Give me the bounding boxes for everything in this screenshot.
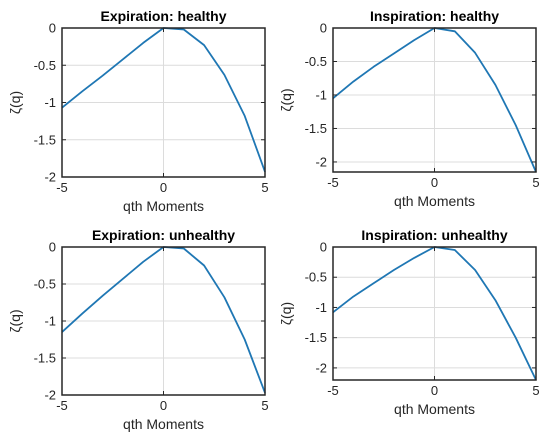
subplot-3: -5 0 5 0 -0.5 -1 -1.5 -2 Expiration: unhealthy qt…	[7, 227, 269, 432]
x-tick-label: -5	[56, 180, 68, 195]
chart-title: Expiration: healthy	[100, 8, 226, 24]
x-tick-label: 5	[261, 398, 268, 413]
y-axis-label: ζ(q)	[7, 309, 23, 332]
y-tick-label: 0	[49, 240, 56, 255]
x-tick-label: 0	[431, 383, 438, 398]
y-axis-label: ζ(q)	[278, 88, 294, 111]
x-tick-label: 5	[532, 383, 539, 398]
y-tick-label: -0.5	[305, 54, 327, 69]
y-tick-label: -1	[44, 314, 56, 329]
y-tick-label: -0.5	[34, 277, 56, 292]
y-tick-label: -1	[44, 95, 56, 110]
y-tick-label: -2	[44, 170, 56, 185]
x-axis-label: qth Moments	[394, 401, 475, 417]
y-tick-label: -2	[44, 388, 56, 403]
y-tick-label: -0.5	[305, 270, 327, 285]
x-tick-label: -5	[327, 175, 339, 190]
y-tick-label: -1.5	[305, 121, 327, 136]
subplot-2: -5 0 5 0 -0.5 -1 -1.5 -2 Inspiration: healthy qth…	[278, 8, 540, 209]
y-axis-label: ζ(q)	[278, 302, 294, 325]
chart-title: Expiration: unhealthy	[92, 227, 235, 243]
chart-title: Inspiration: unhealthy	[361, 227, 507, 243]
x-tick-label: 0	[160, 180, 167, 195]
x-tick-label: 0	[431, 175, 438, 190]
y-tick-label: 0	[320, 21, 327, 36]
y-tick-label: -1	[315, 300, 327, 315]
y-axis-label: ζ(q)	[7, 91, 23, 114]
x-tick-label: 5	[261, 180, 268, 195]
y-tick-label: -1	[315, 87, 327, 102]
y-tick-label: 0	[320, 240, 327, 255]
y-tick-label: 0	[49, 21, 56, 36]
y-tick-label: -0.5	[34, 58, 56, 73]
y-tick-label: -2	[315, 154, 327, 169]
chart-title: Inspiration: healthy	[370, 8, 499, 24]
y-tick-label: -1.5	[305, 330, 327, 345]
x-axis-label: qth Moments	[123, 416, 204, 432]
subplot-4: -5 0 5 0 -0.5 -1 -1.5 -2 Inspiration: unhealthy q…	[278, 227, 540, 417]
x-tick-label: -5	[56, 398, 68, 413]
x-tick-label: 0	[160, 398, 167, 413]
x-tick-label: -5	[327, 383, 339, 398]
x-axis-label: qth Moments	[394, 193, 475, 209]
x-axis-label: qth Moments	[123, 198, 204, 214]
y-tick-label: -1.5	[34, 351, 56, 366]
y-tick-label: -2	[315, 360, 327, 375]
x-tick-label: 5	[532, 175, 539, 190]
subplot-1: -5 0 5 0 -0.5 -1 -1.5 -2 Expiration: healthy qth …	[7, 8, 269, 214]
y-tick-label: -1.5	[34, 132, 56, 147]
